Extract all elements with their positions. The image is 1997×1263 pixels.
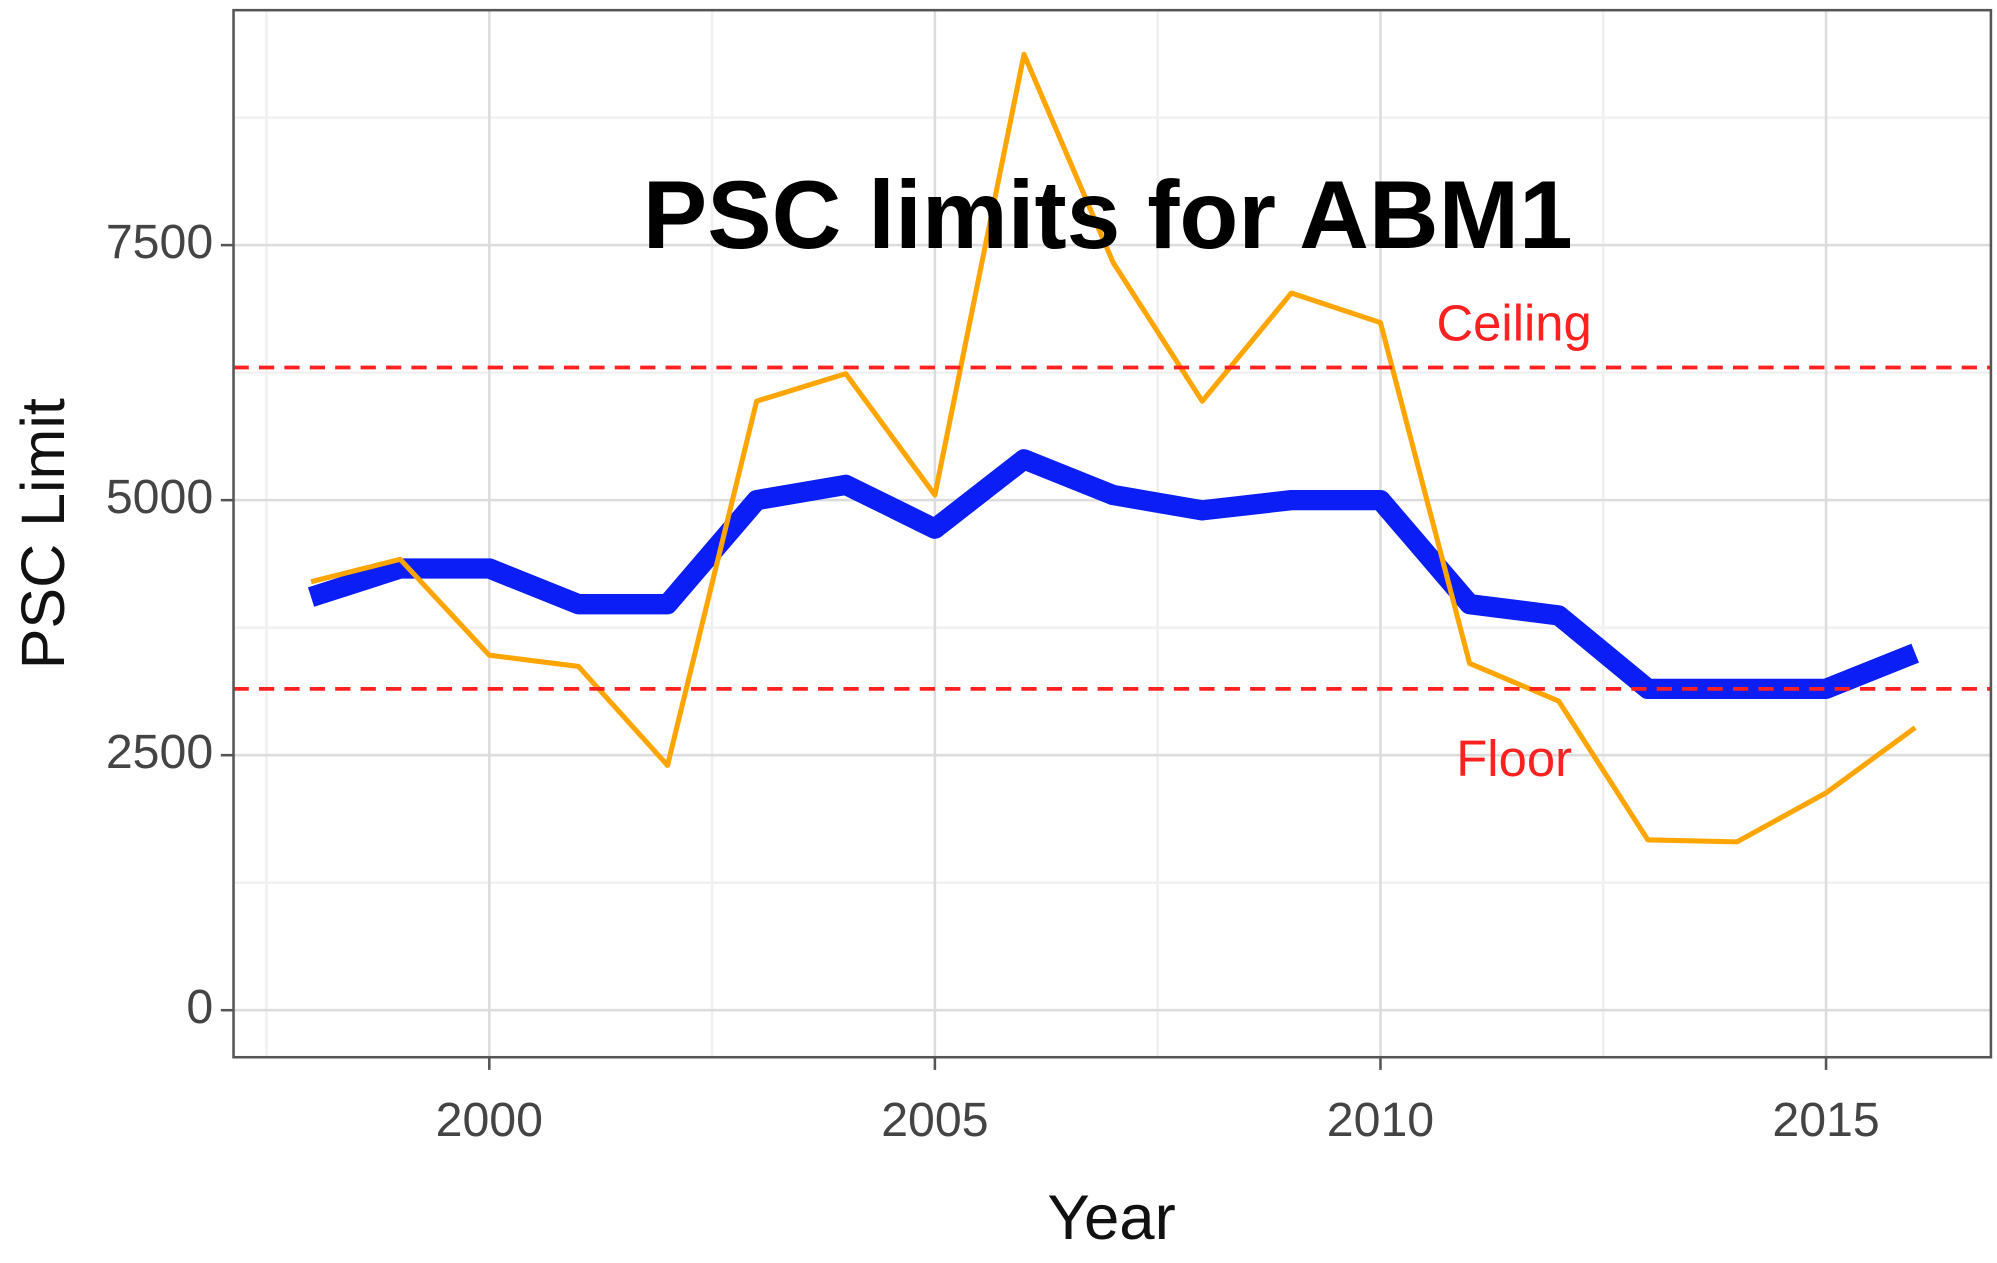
reference-label: Floor [1456,730,1572,787]
x-tick-label: 2005 [881,1093,988,1147]
chart-title: PSC limits for ABM1 [643,162,1573,269]
y-tick-label: 7500 [106,215,213,269]
reference-label: Ceiling [1436,294,1591,351]
x-tick-label: 2010 [1327,1093,1434,1147]
x-axis-title: Year [1047,1182,1175,1253]
y-tick-label: 2500 [106,725,213,779]
series-line [310,51,1917,845]
y-tick-label: 5000 [106,470,213,524]
marks: Ceiling Floor [233,51,1991,845]
y-axis-title: PSC Limit [9,398,77,669]
series-line [307,449,1919,700]
x-tick-label: 2015 [1772,1093,1879,1147]
x-tick-label: 2000 [436,1093,543,1147]
grid [220,10,1991,1070]
plot-border [232,8,1993,1059]
y-tick-label: 0 [186,980,213,1034]
